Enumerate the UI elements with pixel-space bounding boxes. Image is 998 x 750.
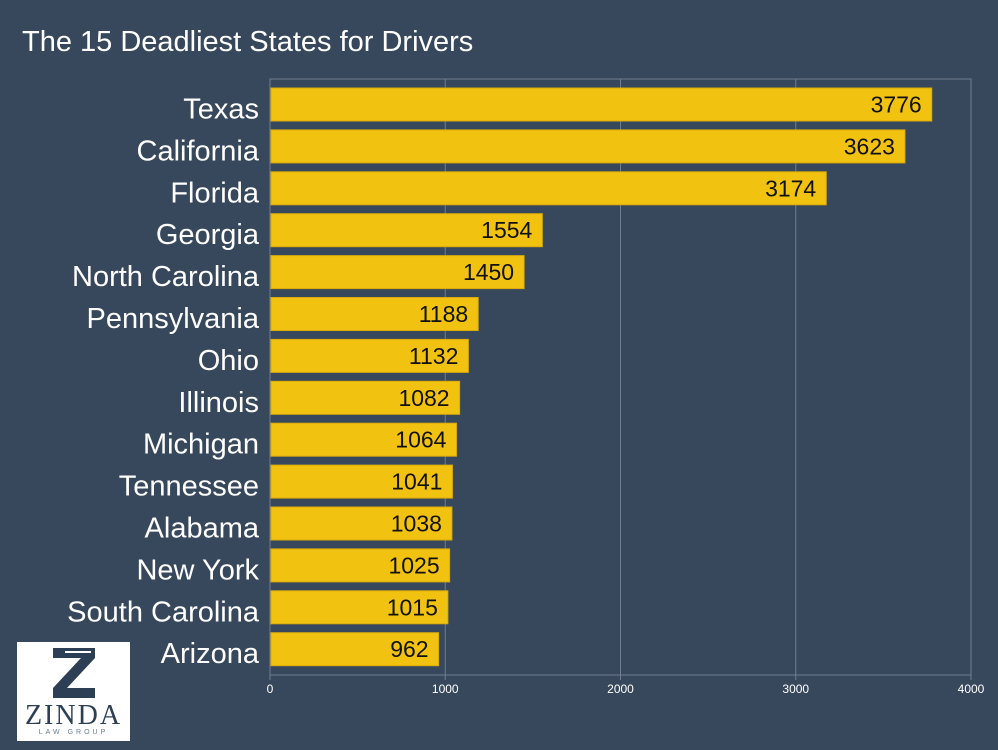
bar-value-label: 1450	[463, 259, 514, 285]
bar-value-label: 962	[390, 636, 428, 662]
category-label: Florida	[170, 177, 260, 209]
bar-value-label: 1064	[395, 427, 446, 453]
bar-value-label: 1132	[409, 343, 458, 369]
bar-value-label: 1015	[387, 594, 438, 620]
category-label: Tennessee	[119, 471, 259, 503]
x-tick-label: 1000	[432, 682, 459, 696]
grid-layer	[269, 78, 972, 680]
bar-value-label: 1038	[391, 511, 442, 537]
zinda-logo: ZINDA LAW GROUP	[17, 642, 130, 741]
bar	[270, 213, 543, 248]
bar-value-label: 3776	[871, 92, 922, 118]
chart-title: The 15 Deadliest States for Drivers	[22, 26, 474, 58]
bar	[270, 632, 440, 667]
bar	[270, 380, 461, 415]
x-tick-label: 4000	[958, 682, 985, 696]
bar-value-label: 3623	[844, 133, 895, 159]
bar	[270, 338, 469, 373]
bar	[270, 129, 906, 164]
category-label: Alabama	[145, 513, 260, 545]
bar	[270, 548, 451, 583]
bar	[270, 590, 449, 625]
logo-tagline: LAW GROUP	[38, 729, 109, 736]
x-tick-label: 3000	[782, 682, 809, 696]
bar	[270, 297, 479, 331]
bar	[270, 87, 933, 122]
bar-value-label: 1041	[391, 469, 442, 495]
x-tick-label: 0	[267, 682, 274, 696]
label-layer: 0 1000 2000 3000 4000 3776 Texas 3623 California…	[67, 92, 985, 697]
bar-layer	[270, 87, 933, 667]
bar	[270, 506, 453, 541]
category-label: South Carolina	[67, 596, 260, 628]
category-label: Michigan	[143, 429, 259, 461]
category-label: California	[137, 135, 260, 167]
bar-value-label: 1025	[388, 552, 439, 578]
category-label: New York	[136, 554, 259, 586]
bar	[270, 464, 453, 499]
category-label: Texas	[183, 94, 259, 126]
bar	[270, 422, 457, 457]
bar-value-label: 1554	[481, 217, 532, 243]
zinda-z-mark-icon	[53, 648, 95, 698]
bar-value-label: 3174	[765, 175, 816, 201]
category-label: Arizona	[161, 638, 260, 670]
bar	[270, 171, 827, 206]
category-label: Georgia	[156, 219, 260, 251]
category-label: Illinois	[178, 387, 259, 419]
x-tick-label: 2000	[607, 682, 634, 696]
category-label: North Carolina	[72, 261, 260, 293]
category-label: Ohio	[198, 345, 259, 377]
bar-value-label: 1188	[419, 301, 468, 327]
logo-brand-text: ZINDA	[24, 700, 123, 731]
bar-value-label: 1082	[398, 385, 449, 411]
category-label: Pennsylvania	[87, 303, 260, 335]
bar	[270, 255, 525, 290]
